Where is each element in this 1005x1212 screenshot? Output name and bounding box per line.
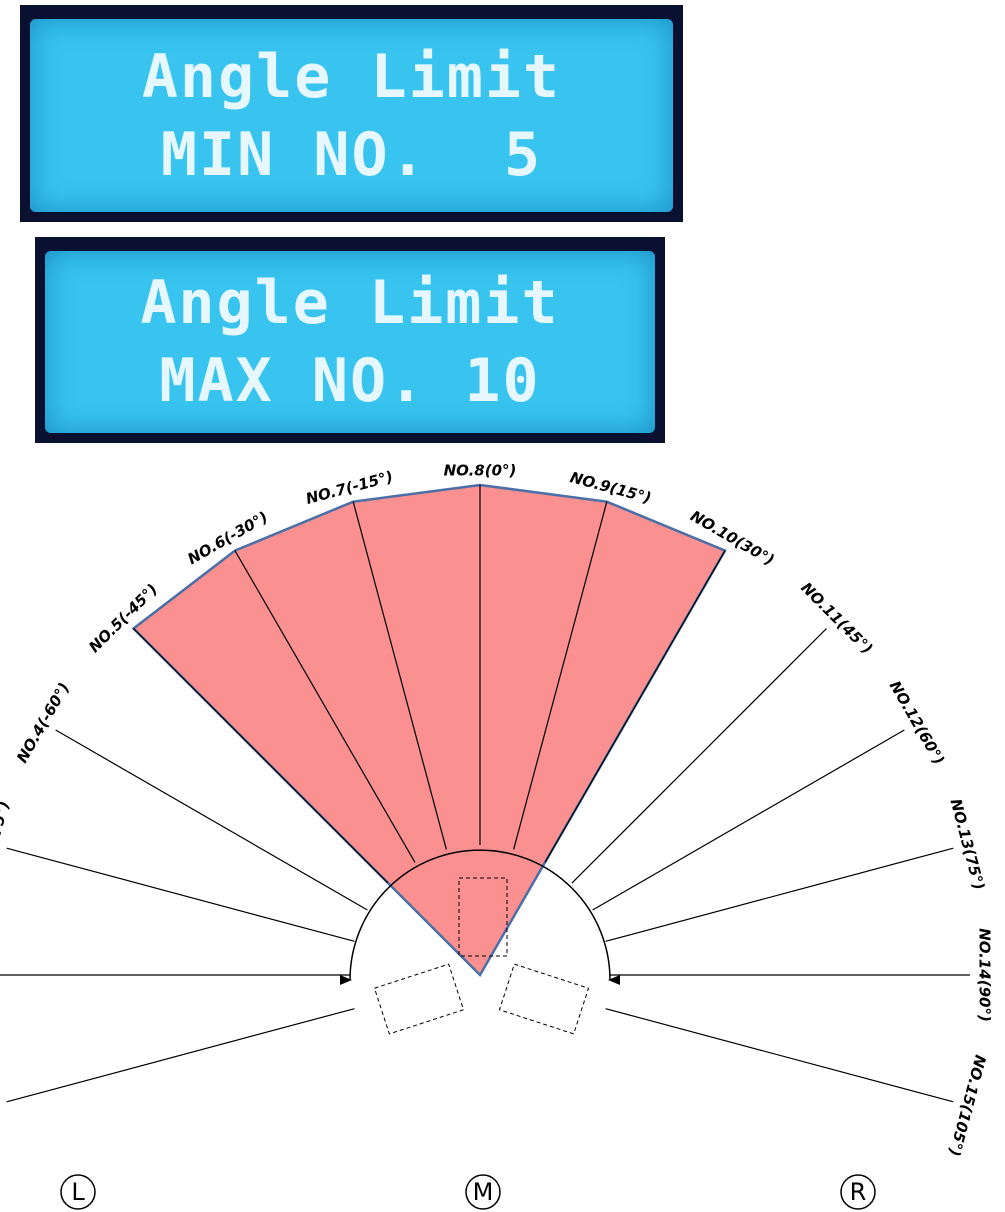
lcd-title: Angle Limit — [141, 41, 562, 112]
lcd-screen: Angle Limit MIN NO. 5 — [30, 19, 673, 212]
rotation-arc — [339, 849, 621, 985]
lcd-panel: Angle Limit MAX NO. 10 — [35, 237, 665, 443]
limit-sector — [131, 483, 727, 978]
lcd-panel: Angle Limit MIN NO. 5 — [20, 5, 683, 222]
position-label: NO.15(105°) — [945, 1053, 989, 1158]
lcd-value: MIN NO. 5 — [160, 119, 543, 190]
ray — [571, 628, 827, 884]
lcd-title: Angle Limit — [140, 268, 560, 338]
sensor-box — [458, 877, 508, 957]
ray — [6, 1008, 355, 1103]
sensor-box — [373, 963, 465, 1035]
side-circle — [465, 1174, 501, 1210]
side-label: L — [71, 1178, 85, 1206]
lcd-value: MAX NO. 10 — [159, 346, 541, 416]
ray — [55, 729, 368, 911]
side-circle — [60, 1174, 96, 1210]
position-label: NO.13(75°) — [946, 797, 988, 892]
side-label: R — [850, 1178, 867, 1206]
ray — [605, 847, 954, 942]
position-label: NO.4(-60°) — [13, 680, 73, 766]
ray — [592, 729, 905, 911]
side-label: M — [473, 1178, 494, 1206]
lcd-screen: Angle Limit MAX NO. 10 — [45, 251, 655, 433]
ray — [605, 1008, 954, 1103]
ray — [133, 628, 389, 884]
ray — [513, 501, 608, 850]
position-label: NO.14(90°) — [976, 928, 994, 1022]
ray — [544, 550, 726, 863]
sensor-box — [498, 963, 590, 1035]
ray — [6, 847, 355, 942]
position-label: NO.3(-75°) — [0, 799, 13, 890]
side-circle — [840, 1174, 876, 1210]
ray — [234, 550, 416, 863]
position-label: NO.12(60°) — [886, 678, 948, 768]
position-label: NO.8(0°) — [444, 462, 517, 480]
ray — [352, 501, 447, 850]
